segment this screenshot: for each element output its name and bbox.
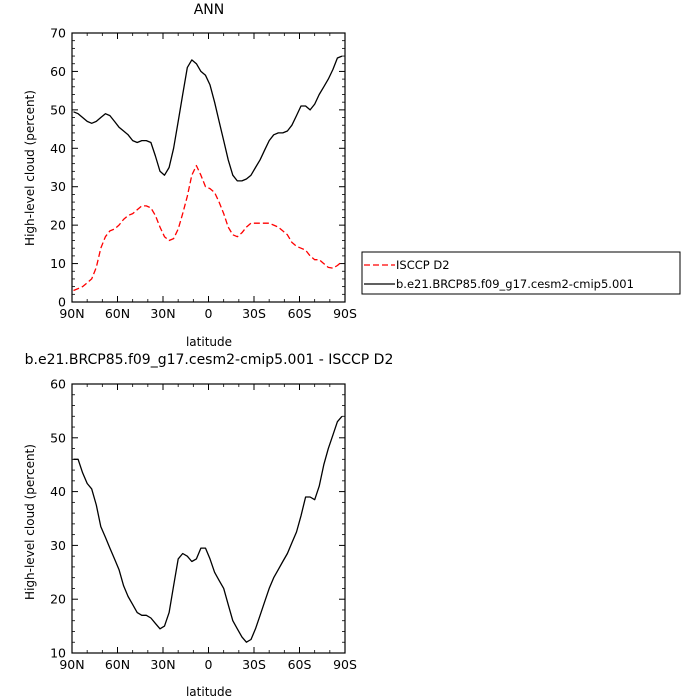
x-tick-label: 30N: [150, 306, 175, 321]
y-tick-label: 60: [50, 377, 66, 392]
top-chart-title: ANN: [194, 2, 225, 18]
chart-2-plot: 90N 60N 30N 0 30S 60S 90S 10 20 30 40 50 60: [50, 377, 357, 673]
series-line-difference: [73, 415, 343, 643]
top-chart-ylabel: High-level cloud (percent): [23, 90, 37, 246]
x-tick-label: 60S: [288, 657, 312, 672]
y-tick-label: 10: [50, 256, 66, 271]
x-tick-label: 0: [205, 306, 213, 321]
y-tick-label: 20: [50, 218, 66, 233]
x-tick-label: 90S: [333, 657, 357, 672]
y-tick-label: 30: [50, 538, 66, 553]
y-tick-label: 10: [50, 646, 66, 661]
x-tick-label: 30S: [242, 306, 266, 321]
series-line-b-e21-brcp85-f09-g17-cesm2-cmip5-001: [73, 55, 343, 182]
x-tick-label: 60N: [105, 657, 130, 672]
bottom-chart-title: b.e21.BRCP85.f09_g17.cesm2-cmip5.001 - I…: [25, 352, 394, 368]
y-tick-label: 70: [50, 26, 66, 41]
x-tick-label: 60S: [288, 306, 312, 321]
y-tick-label: 0: [58, 295, 66, 310]
y-tick-label: 40: [50, 141, 66, 156]
y-tick-label: 20: [50, 592, 66, 607]
x-tick-label: 90S: [333, 306, 357, 321]
x-tick-label: 30S: [242, 657, 266, 672]
series-line-isccp-d2: [73, 164, 343, 292]
x-tick-label: 90N: [59, 657, 84, 672]
bottom-chart-xlabel: latitude: [186, 685, 232, 699]
y-tick-label: 30: [50, 179, 66, 194]
chart-1-plot: 90N 60N 30N 0 30S 60S 90S 0 10 20 30 40 50 60 70: [50, 26, 357, 322]
x-tick-label: 30N: [150, 657, 175, 672]
legend-box: [361, 251, 681, 295]
bottom-chart-ylabel: High-level cloud (percent): [23, 444, 37, 600]
x-tick-label: 60N: [105, 306, 130, 321]
legend-label-isccp: ISCCP D2: [396, 258, 450, 272]
x-tick-label: 0: [205, 657, 213, 672]
legend-label-model: b.e21.BRCP85.f09_g17.cesm2-cmip5.001: [396, 277, 634, 291]
y-tick-label: 40: [50, 484, 66, 499]
plot-frame: [71, 383, 346, 654]
y-tick-label: 50: [50, 430, 66, 445]
plot-frame: [71, 32, 346, 303]
legend: ISCCP D2 b.e21.BRCP85.f09_g17.cesm2-cmip…: [361, 251, 681, 295]
y-tick-label: 50: [50, 102, 66, 117]
y-tick-label: 60: [50, 64, 66, 79]
x-tick-label: 90N: [59, 306, 84, 321]
top-chart-xlabel: latitude: [186, 335, 232, 349]
